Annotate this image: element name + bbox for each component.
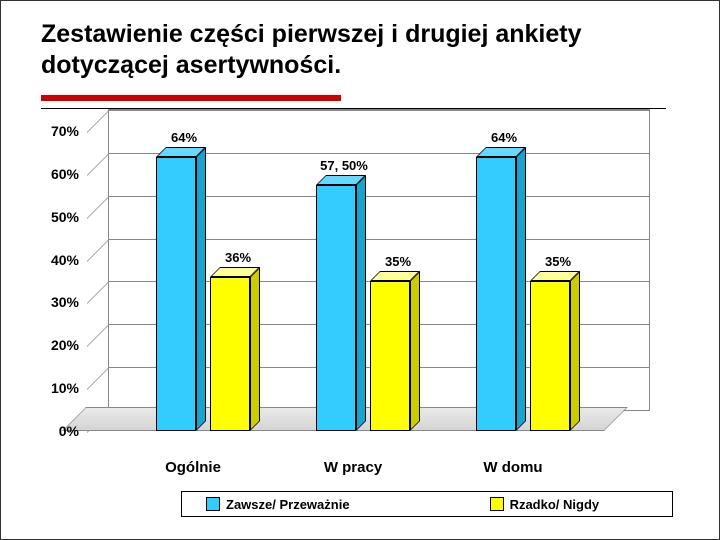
y-tick-label: 0% [59, 423, 79, 439]
y-tick-label: 20% [51, 337, 79, 353]
x-category-label: W domu [483, 459, 542, 476]
bar-value-label: 35% [545, 254, 571, 269]
legend-item-2: Rzadko/ Nigdy [490, 497, 600, 512]
title-underline [41, 88, 679, 109]
bar-value-label: 35% [385, 254, 411, 269]
legend-swatch-2 [490, 497, 504, 511]
bar-value-label: 57, 50% [320, 158, 368, 173]
legend-label-1: Zawsze/ Przeważnie [226, 497, 350, 512]
x-category-label: Ogólnie [165, 459, 221, 476]
bar [316, 185, 356, 431]
bar-chart: 64% 36% 57, 50% 35% 64% 35% 0% 10% 20% 30% 40% 50%… [31, 121, 691, 521]
y-tick-label: 10% [51, 380, 79, 396]
bar [370, 281, 410, 431]
slide-title: Zestawienie części pierwszej i drugiej a… [41, 19, 679, 82]
x-category-label: W pracy [324, 459, 382, 476]
y-tick-label: 40% [51, 252, 79, 268]
legend: Zawsze/ Przeważnie Rzadko/ Nigdy [181, 491, 673, 517]
plot-area: 64% 36% 57, 50% 35% 64% 35% [86, 131, 626, 431]
chart-container: 64% 36% 57, 50% 35% 64% 35% 0% 10% 20% 30% 40% 50%… [31, 121, 691, 521]
y-tick-label: 30% [51, 294, 79, 310]
y-tick-label: 70% [51, 123, 79, 139]
bar-value-label: 64% [171, 130, 197, 145]
bar-value-label: 36% [225, 250, 251, 265]
bar [476, 157, 516, 431]
bar [156, 157, 196, 431]
legend-item-1: Zawsze/ Przeważnie [206, 497, 350, 512]
legend-swatch-1 [206, 497, 220, 511]
gridline [109, 110, 649, 111]
y-tick-label: 50% [51, 209, 79, 225]
bar-value-label: 64% [491, 130, 517, 145]
bar [530, 281, 570, 431]
bar [210, 277, 250, 431]
y-tick-label: 60% [51, 166, 79, 182]
title-area: Zestawienie części pierwszej i drugiej a… [1, 1, 719, 115]
legend-label-2: Rzadko/ Nigdy [510, 497, 600, 512]
